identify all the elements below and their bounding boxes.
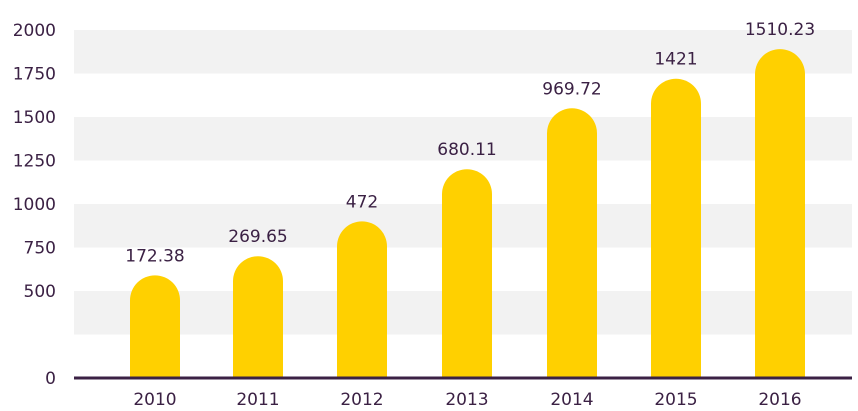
x-tick-label-2014: 2014 xyxy=(550,390,593,410)
bar-2010 xyxy=(130,275,180,378)
data-label-2011: 269.65 xyxy=(228,227,287,247)
bar-2014 xyxy=(547,108,597,379)
grid-band xyxy=(74,30,852,74)
data-label-2012: 472 xyxy=(346,192,378,212)
y-tick-label: 1750 xyxy=(13,65,56,85)
bar-2011 xyxy=(233,256,283,378)
y-tick-label: 1000 xyxy=(13,195,56,215)
x-tick-label-2013: 2013 xyxy=(445,390,488,410)
data-labels: 172.38 269.65 472 680.11 969.72 1421 1510.23 xyxy=(125,20,815,266)
x-axis-ticks: 2010 2011 2012 2013 2014 2015 2016 xyxy=(133,390,801,410)
x-tick-label-2011: 2011 xyxy=(236,390,279,410)
bar-2012 xyxy=(337,221,387,378)
bar-2013 xyxy=(442,169,492,378)
y-tick-label: 750 xyxy=(24,239,56,259)
data-label-2016: 1510.23 xyxy=(745,20,815,40)
bar-2016 xyxy=(755,49,805,378)
grid-band xyxy=(74,117,852,161)
y-tick-label: 2000 xyxy=(13,21,56,41)
y-axis-ticks: 0 500 750 1000 1250 1500 1750 2000 xyxy=(13,21,56,389)
bars xyxy=(130,49,805,379)
data-label-2014: 969.72 xyxy=(542,79,601,99)
data-label-2015: 1421 xyxy=(654,50,697,70)
x-tick-label-2015: 2015 xyxy=(654,390,697,410)
y-tick-label: 0 xyxy=(45,369,56,389)
data-label-2010: 172.38 xyxy=(125,246,184,266)
data-label-2013: 680.11 xyxy=(437,140,496,160)
y-tick-label: 500 xyxy=(24,282,56,302)
bar-2015 xyxy=(651,78,701,378)
y-tick-label: 1500 xyxy=(13,108,56,128)
y-tick-label: 1250 xyxy=(13,152,56,172)
x-tick-label-2016: 2016 xyxy=(758,390,801,410)
x-tick-label-2010: 2010 xyxy=(133,390,176,410)
x-tick-label-2012: 2012 xyxy=(340,390,383,410)
